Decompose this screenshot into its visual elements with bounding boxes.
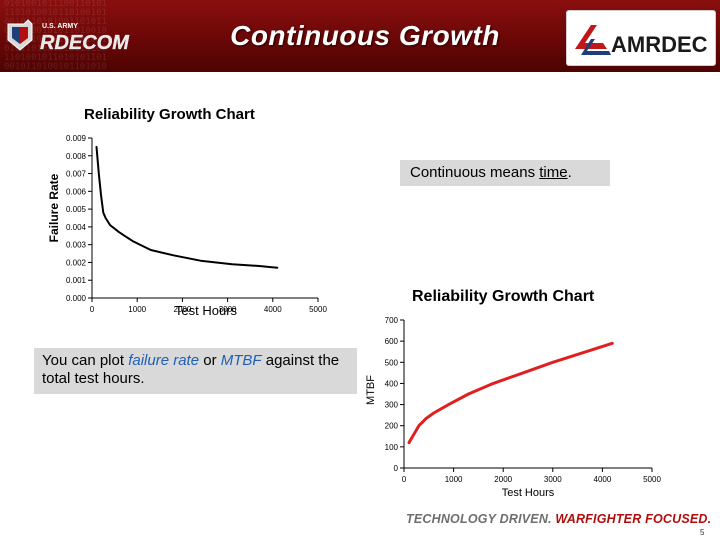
mtbf-chart: 0 100 200 300 400 500 600 700 0 1000 2000 3000 4000 5… [365,316,661,499]
fr-x-axis-label: Test Hours [175,303,238,318]
amrdec-logo: AMRDEC [566,10,716,66]
failure-rate-chart: 0.000 0.001 0.002 0.003 0.004 0.005 0.006 0.007… [47,134,327,318]
fr-x-tick-label: 5000 [309,305,327,314]
amrdec-logo-text: AMRDEC [611,32,708,57]
amrdec-swoosh-icon [575,25,607,49]
mtbf-y-tick-label: 100 [385,443,399,452]
mtbf-y-tick-label: 0 [394,464,399,473]
tagline-part1: TECHNOLOGY DRIVEN. [406,512,552,526]
plot-callout-part2: or [199,352,221,369]
plot-callout-box: You can plot failure rate or MTBF agains… [34,348,357,394]
fr-x-tick-label: 3000 [219,305,237,314]
mtbf-y-tick-label: 600 [385,337,399,346]
callout-prefix: Continuous means [410,164,540,181]
rdecom-logo-main-text: RDECOM [40,32,130,54]
fr-y-tick-label: 0.005 [66,205,87,214]
fr-series-line [95,145,279,269]
page-number: 5 [700,528,705,537]
mtbf-y-tick-label: 300 [385,401,399,410]
mtbf-chart-title: Reliability Growth Chart [412,288,595,305]
plot-callout-part1: You can plot [42,352,129,369]
mtbf-x-axis-label: Test Hours [502,487,555,499]
fr-y-tick-label: 0.008 [66,152,87,161]
mtbf-y-tick-label: 400 [385,379,399,388]
plot-callout-part3: against the total test hours. [42,352,340,387]
fr-x-tick-label: 1000 [128,305,146,314]
binary-pattern-decoration: 0101001011100110101 1101010010110100101 … [4,0,107,72]
fr-y-tick-label: 0.009 [66,134,87,143]
page-title: Continuous Growth [230,20,500,51]
plot-callout-text: You can plot failure rate or MTBF agains… [42,352,342,388]
mtbf-y-tick-label: 200 [385,422,399,431]
fr-y-tick-label: 0.007 [66,170,87,179]
mtbf-x-tick-label: 5000 [643,475,661,484]
mtbf-y-tick-label: 500 [385,358,399,367]
callout-emphasis: time [539,164,568,181]
fr-y-tick-label: 0.002 [66,258,87,267]
tagline-part2: WARFIGHTER FOCUSED. [551,512,712,526]
continuous-callout-box: Continuous means time. [400,160,610,186]
fr-y-tick-label: 0.001 [66,276,87,285]
fr-y-axis-label: Failure Rate [47,173,61,242]
mtbf-x-tick-label: 2000 [494,475,512,484]
fr-x-tick-label: 0 [90,305,95,314]
continuous-callout-text: Continuous means time. [410,164,572,181]
header-banner: 0101001011100110101 1101010010110100101 … [0,0,720,72]
callout-suffix: . [567,164,572,181]
plot-callout-mtbf: MTBF [220,352,262,369]
mtbf-x-tick-label: 0 [402,475,407,484]
fr-y-tick-label: 0.003 [66,241,87,250]
mtbf-x-tick-label: 3000 [544,475,562,484]
mtbf-y-tick-label: 700 [385,316,399,325]
mtbf-y-axis-label: MTBF [365,375,377,405]
rdecom-logo-top-text: U.S. ARMY [42,23,78,30]
fr-y-tick-label: 0.000 [66,294,87,303]
fr-x-tick-label: 4000 [264,305,282,314]
fr-y-tick-label: 0.004 [66,223,87,232]
rdecom-logo: U.S. ARMY RDECOM [7,19,130,54]
mtbf-x-tick-label: 4000 [594,475,612,484]
fr-y-tick-label: 0.006 [66,187,87,196]
mtbf-x-tick-label: 1000 [445,475,463,484]
mtbf-series-line [407,341,614,445]
fr-x-tick-label: 2000 [174,305,192,314]
plot-callout-failure-rate: failure rate [128,352,200,369]
footer-tagline: TECHNOLOGY DRIVEN. WARFIGHTER FOCUSED. [406,512,711,526]
failure-rate-chart-title: Reliability Growth Chart [84,106,255,123]
